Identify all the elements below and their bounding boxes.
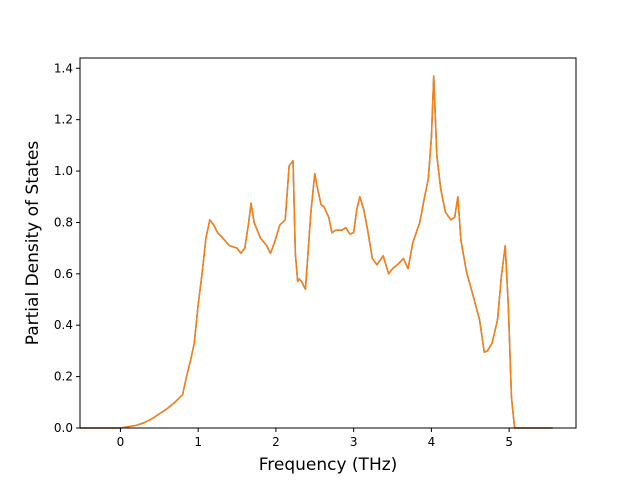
- y-tick-label: 0.8: [54, 215, 73, 229]
- y-tick-label: 1.4: [54, 61, 73, 75]
- y-tick-label: 0.0: [54, 421, 73, 435]
- y-tick-label: 0.6: [54, 267, 73, 281]
- x-tick-label: 2: [272, 435, 280, 449]
- ticks-layer: 0 1 2 3 4 5 0.0 0.2 0.4 0.6 0.8 1.0 1.2 1.4: [54, 61, 513, 449]
- x-axis-label: Frequency (THz): [259, 455, 398, 475]
- y-tick-label: 1.2: [54, 113, 73, 127]
- series-line-2: [80, 75, 553, 429]
- y-tick-label: 1.0: [54, 164, 73, 178]
- x-tick-label: 1: [194, 435, 202, 449]
- series-layer: [80, 75, 553, 429]
- x-tick-label: 0: [117, 435, 125, 449]
- x-tick-label: 3: [350, 435, 358, 449]
- x-tick-label: 5: [505, 435, 513, 449]
- y-tick-label: 0.2: [54, 370, 73, 384]
- x-tick-label: 4: [428, 435, 436, 449]
- y-tick-label: 0.4: [54, 318, 73, 332]
- plot-area-frame: [79, 57, 577, 429]
- y-axis-label: Partial Density of States: [23, 141, 43, 346]
